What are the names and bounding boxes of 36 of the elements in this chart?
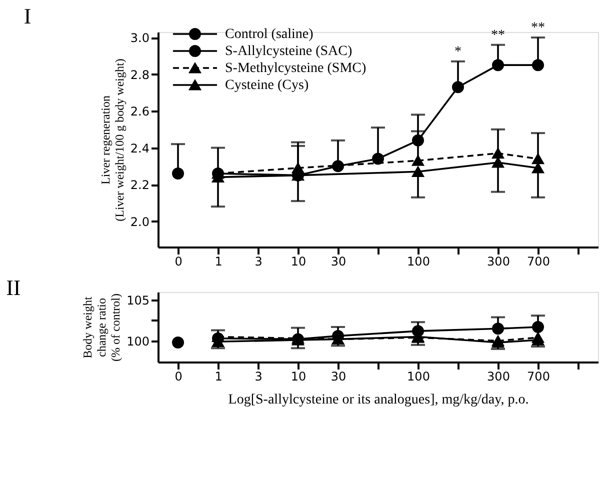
- data-label: *: [454, 44, 462, 60]
- y-axis-title: Liver regeneration (Liver weight/100 g body weight): [98, 58, 126, 222]
- legend-label: Control (saline): [225, 27, 314, 42]
- data-label: **: [531, 20, 545, 36]
- x-tick-label: 300: [487, 254, 510, 268]
- x-tick-label: 30: [330, 254, 346, 268]
- x-tick-label: 300: [487, 370, 510, 384]
- legend-label: Cysteine (Cys): [225, 78, 309, 93]
- data-label: **: [491, 28, 505, 43]
- y-tick-label: 3.0: [130, 31, 150, 46]
- x-tick-label: 0: [174, 254, 182, 268]
- chart-title: II: [6, 275, 21, 300]
- legend-label: S-Allylcysteine (SAC): [225, 44, 352, 59]
- x-axis-title: Log[S-allylcysteine or its analogues], mg/kg/day, p.o.: [228, 392, 529, 408]
- legend-label: S-Methylcysteine (SMC): [225, 61, 366, 76]
- x-tick-label: 100: [407, 254, 430, 268]
- x-tick-label: 3: [254, 254, 262, 268]
- y-tick-label: 100: [126, 334, 150, 348]
- y-tick-label: 2.2: [130, 178, 150, 192]
- x-tick-label: 3: [254, 370, 262, 384]
- y-tick-label: 2.4: [130, 141, 150, 156]
- x-tick-label: 30: [330, 370, 346, 384]
- y-tick-label: 2.8: [130, 68, 150, 82]
- x-tick-label: 100: [407, 370, 430, 384]
- y-tick-label: 2.0: [130, 214, 150, 229]
- x-tick-label: 10: [290, 370, 306, 384]
- x-tick-label: 700: [527, 370, 550, 384]
- y-tick-label: 105: [126, 294, 150, 308]
- x-tick-label: 1: [214, 370, 222, 384]
- chart-title: I: [24, 4, 32, 29]
- y-axis-title: Body weight change ratio (% of control): [80, 294, 123, 362]
- y-tick-label: 2.6: [130, 104, 150, 119]
- x-tick-label: 0: [174, 370, 182, 384]
- x-tick-label: 700: [527, 254, 550, 268]
- x-tick-label: 10: [290, 254, 306, 268]
- x-tick-label: 1: [214, 254, 222, 268]
